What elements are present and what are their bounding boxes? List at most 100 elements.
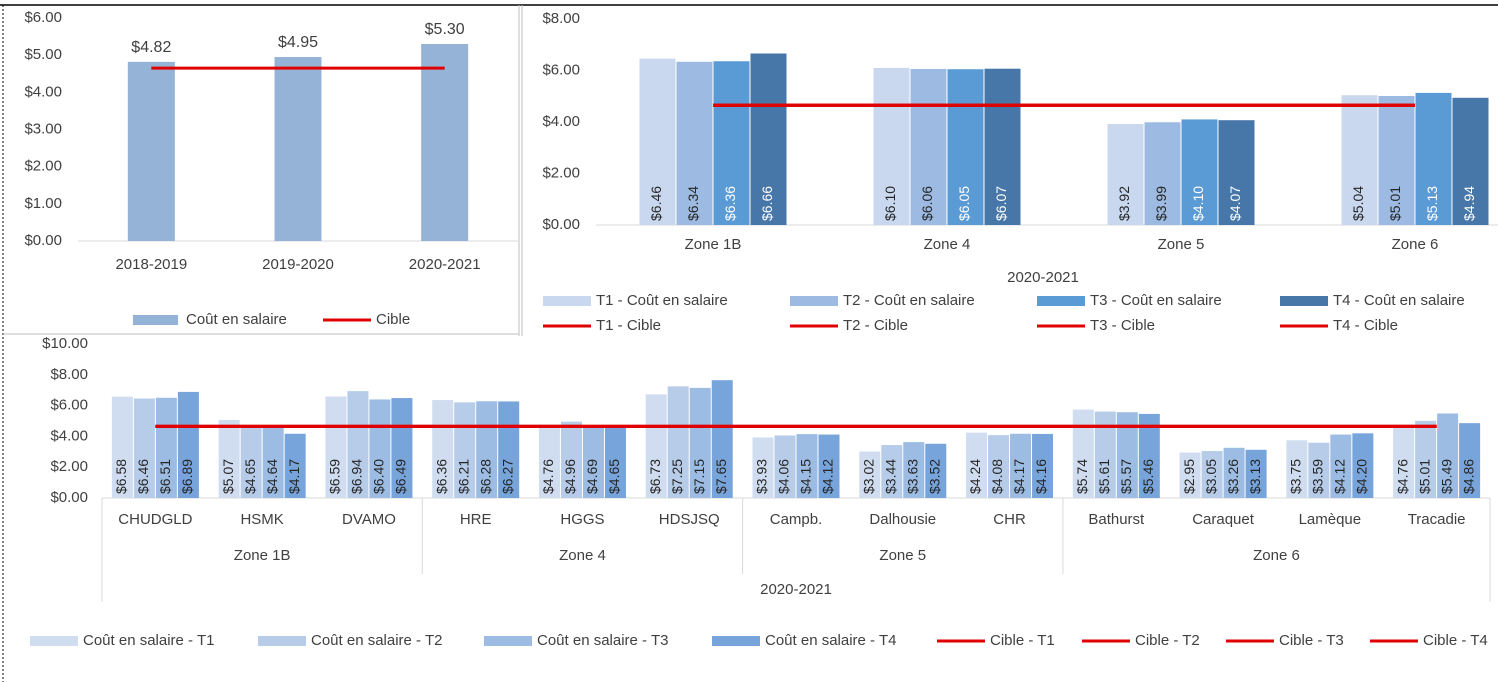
bar	[966, 432, 988, 498]
value-label: $3.26	[1225, 459, 1241, 494]
x-tick-label: CHUDGLD	[118, 511, 192, 528]
value-label: $5.04	[1350, 186, 1366, 221]
value-label: $4.06	[776, 459, 792, 494]
bar	[1415, 92, 1452, 225]
value-label: $7.15	[691, 459, 707, 494]
x-tick-label: Zone 1B	[685, 236, 742, 253]
bar	[1094, 411, 1116, 498]
value-label: $6.94	[349, 459, 365, 494]
bar	[1245, 449, 1267, 498]
legend-swatch	[133, 315, 178, 325]
value-label: $6.58	[113, 459, 129, 494]
value-label: $4.95	[278, 34, 318, 51]
legend-swatch	[1037, 296, 1085, 306]
group-label: Zone 5	[879, 547, 926, 564]
bar	[796, 434, 818, 498]
bar	[947, 69, 984, 226]
value-label: $5.74	[1074, 459, 1090, 494]
bar	[689, 387, 711, 498]
x-tick-label: HSMK	[240, 511, 283, 528]
bar	[1378, 95, 1415, 226]
value-label: $6.06	[919, 186, 935, 221]
value-label: $4.94	[1461, 186, 1477, 221]
legend-swatch	[30, 636, 78, 646]
value-label: $3.59	[1310, 459, 1326, 494]
group-label: Zone 4	[559, 547, 606, 564]
y-tick-label: $4.00	[50, 427, 88, 444]
y-tick-label: $1.00	[24, 195, 62, 212]
y-tick-label: $4.00	[542, 113, 580, 130]
value-label: $4.12	[1332, 459, 1348, 494]
value-label: $4.20	[1354, 459, 1370, 494]
value-label: $5.01	[1416, 459, 1432, 494]
legend-label: T4 - Coût en salaire	[1333, 292, 1465, 309]
bar	[155, 397, 177, 498]
x-axis-title: 2020-2021	[760, 581, 832, 598]
bar	[903, 442, 925, 498]
bar	[432, 400, 454, 498]
x-axis-title: 2020-2021	[1007, 269, 1079, 286]
value-label: $5.49	[1438, 459, 1454, 494]
legend-swatch	[258, 636, 306, 646]
bar	[711, 380, 733, 498]
bar	[752, 437, 774, 498]
x-tick-label: Dalhousie	[869, 511, 936, 528]
x-tick-label: CHR	[993, 511, 1026, 528]
legend-swatch	[790, 296, 838, 306]
bar	[604, 426, 626, 498]
group-label: Zone 6	[1253, 547, 1300, 564]
value-label: $3.13	[1247, 459, 1263, 494]
x-tick-label: Bathurst	[1088, 511, 1145, 528]
bar	[1116, 412, 1138, 498]
bar	[1032, 433, 1054, 498]
value-label: $4.08	[989, 459, 1005, 494]
value-label: $6.46	[648, 186, 664, 221]
legend-label: Coût en salaire	[186, 311, 287, 328]
bar	[1286, 440, 1308, 498]
bar	[347, 391, 369, 498]
value-label: $4.10	[1190, 186, 1206, 221]
x-tick-label: Lamèque	[1299, 511, 1362, 528]
legend-label: Cible - T4	[1423, 632, 1488, 649]
bar	[1107, 124, 1144, 225]
value-label: $4.65	[242, 459, 258, 494]
value-label: $7.65	[713, 459, 729, 494]
legend-swatch	[543, 296, 591, 306]
value-label: $4.69	[584, 459, 600, 494]
legend-label: T3 - Cible	[1090, 317, 1155, 334]
y-tick-label: $8.00	[50, 366, 88, 383]
value-label: $4.07	[1227, 186, 1243, 221]
x-tick-label: Zone 4	[924, 236, 971, 253]
value-label: $3.92	[1116, 186, 1132, 221]
y-tick-label: $0.00	[50, 489, 88, 506]
value-label: $6.28	[477, 459, 493, 494]
value-label: $3.52	[926, 459, 942, 494]
x-tick-label: 2019-2020	[262, 256, 334, 273]
y-tick-label: $4.00	[24, 83, 62, 100]
bar	[645, 394, 667, 498]
y-tick-label: $6.00	[24, 9, 62, 26]
value-label: $4.76	[1394, 459, 1410, 494]
value-label: $4.82	[131, 39, 171, 56]
legend-label: Coût en salaire - T2	[311, 632, 442, 649]
bar	[818, 434, 840, 498]
bar	[111, 396, 133, 498]
bar	[1223, 447, 1245, 498]
value-label: $3.05	[1203, 459, 1219, 494]
value-label: $6.21	[455, 459, 471, 494]
value-label: $6.40	[371, 459, 387, 494]
bar	[1352, 433, 1374, 498]
bar	[925, 443, 947, 498]
value-label: $5.46	[1140, 459, 1156, 494]
bar	[910, 68, 947, 225]
value-label: $6.36	[433, 459, 449, 494]
x-tick-label: 2018-2019	[115, 256, 187, 273]
value-label: $2.95	[1181, 459, 1197, 494]
value-label: $4.17	[1011, 459, 1027, 494]
bar	[1452, 97, 1489, 225]
x-tick-label: Tracadie	[1408, 511, 1466, 528]
x-tick-label: 2020-2021	[409, 256, 481, 273]
value-label: $6.73	[647, 459, 663, 494]
legend-swatch	[712, 636, 760, 646]
legend-label: Coût en salaire - T1	[83, 632, 214, 649]
